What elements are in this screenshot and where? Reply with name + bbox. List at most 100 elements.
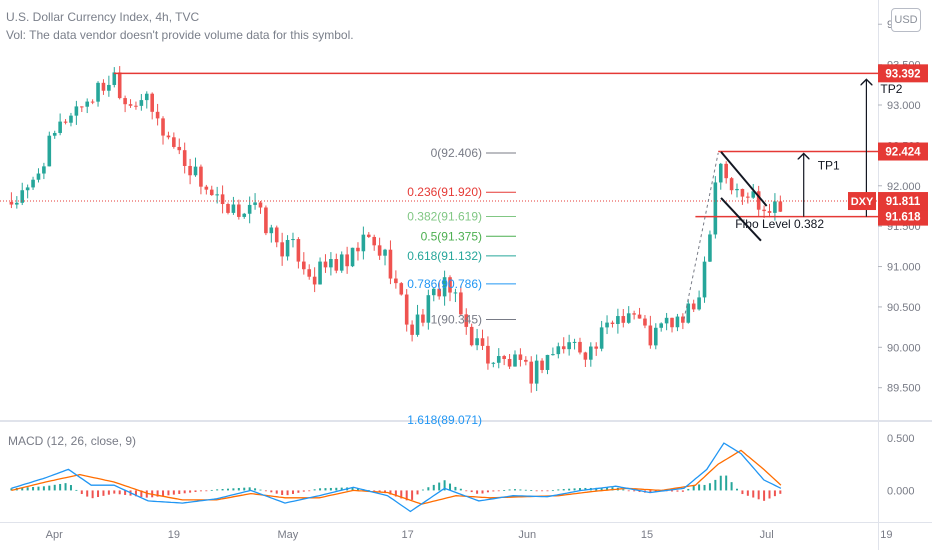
candle-body [648, 325, 653, 346]
candle-body [621, 316, 626, 323]
candle-body [735, 188, 739, 191]
macd-histogram-bar [356, 488, 359, 491]
macd-histogram-bar [232, 488, 235, 491]
time-tick-label: 17 [401, 529, 413, 541]
macd-histogram-bar [438, 482, 441, 491]
tp1-label: TP1 [818, 159, 840, 173]
macd-signal-line [11, 449, 782, 505]
macd-histogram-bar [259, 489, 262, 491]
macd-histogram-bar [606, 487, 609, 491]
macd-histogram-bar [443, 480, 446, 491]
candle-body [42, 166, 46, 174]
macd-histogram-bar [486, 490, 489, 493]
candle-body [524, 359, 528, 362]
macd-histogram-bar [291, 490, 294, 494]
macd-histogram-bar [779, 490, 782, 494]
candle-body [513, 354, 517, 367]
macd-histogram-bar [183, 490, 186, 494]
macd-histogram-bar [107, 490, 110, 495]
price-tick-label: 90.500 [887, 302, 921, 314]
macd-histogram-bar [454, 486, 457, 491]
macd-histogram-bar [757, 490, 760, 500]
time-tick-label: 15 [641, 529, 653, 541]
candle-body [421, 314, 425, 323]
macd-histogram-bar [145, 490, 148, 498]
macd-histogram-bar [324, 488, 327, 491]
macd-histogram-bar [178, 490, 181, 494]
macd-histogram-bar [687, 488, 690, 491]
macd-histogram-bar [730, 482, 733, 491]
candle-body [150, 93, 154, 112]
candle-body [578, 341, 582, 353]
macd-histogram-bar [48, 485, 51, 491]
candle-body [534, 360, 539, 384]
candle-body [25, 187, 30, 191]
macd-histogram-bar [773, 490, 776, 497]
candle-body [339, 254, 344, 271]
macd-histogram-bar [584, 487, 587, 491]
candle-body [637, 314, 642, 319]
fibo-note-label: Fibo Level 0.382 [735, 217, 824, 231]
candle-body [643, 318, 647, 326]
candle-body [134, 105, 138, 107]
macd-histogram-bar [124, 490, 127, 495]
macd-histogram-bar [449, 483, 452, 491]
candle-body [85, 101, 90, 107]
candle-body [583, 352, 588, 360]
macd-histogram-bar [611, 487, 614, 491]
macd-histogram-bar [194, 490, 197, 492]
macd-histogram-bar [763, 490, 766, 501]
candle-body [756, 191, 761, 210]
macd-histogram-bar [167, 490, 170, 496]
macd-histogram-bar [725, 475, 728, 491]
candle-body [79, 106, 84, 108]
macd-histogram-bar [497, 490, 500, 492]
current-price-tag-label: 91.811 [886, 196, 921, 208]
candle-body [334, 259, 339, 271]
macd-histogram-bar [118, 490, 121, 495]
candle-body [729, 178, 734, 191]
candle-body [475, 338, 479, 346]
macd-histogram-bar [64, 483, 67, 491]
fib-level-label: 1.618(89.071) [407, 413, 482, 427]
macd-histogram-bar [508, 489, 511, 491]
chart-title: U.S. Dollar Currency Index, 4h, TVC [6, 10, 200, 24]
currency-button[interactable]: USD [891, 8, 921, 32]
macd-histogram-bar [335, 487, 338, 491]
macd-histogram-bar [210, 489, 213, 491]
candle-body [90, 101, 95, 103]
candle-body [117, 72, 122, 99]
macd-histogram-bar [134, 490, 137, 497]
candle-body [561, 346, 566, 350]
macd-histogram-bar [113, 490, 116, 494]
candle-body [383, 249, 387, 256]
candle-body [426, 295, 431, 323]
candle-body [767, 211, 772, 213]
macd-histogram-bar [248, 487, 251, 491]
candle-body [459, 292, 463, 315]
candle-body [285, 239, 290, 257]
macd-histogram-bar [562, 489, 565, 491]
candle-body [15, 202, 19, 205]
candle-body [653, 327, 658, 346]
macd-histogram-bar [243, 487, 246, 491]
macd-histogram-bar [421, 489, 424, 491]
candle-body [415, 314, 420, 335]
candle-body [616, 316, 620, 324]
candle-body [237, 204, 241, 217]
level-tag [878, 142, 928, 161]
candle-body [161, 118, 165, 136]
time-tick-label: Jul [760, 529, 774, 541]
candle-body [572, 341, 577, 343]
fib-level-label: 0(92.406) [431, 146, 482, 160]
candle-body [388, 249, 393, 279]
macd-histogram-bar [340, 487, 343, 491]
macd-histogram-bar [86, 490, 89, 497]
candle-body [107, 84, 111, 91]
candle-body [751, 191, 756, 198]
macd-histogram-bar [351, 487, 354, 491]
macd-histogram-bar [719, 475, 722, 491]
macd-histogram-bar [405, 490, 408, 501]
